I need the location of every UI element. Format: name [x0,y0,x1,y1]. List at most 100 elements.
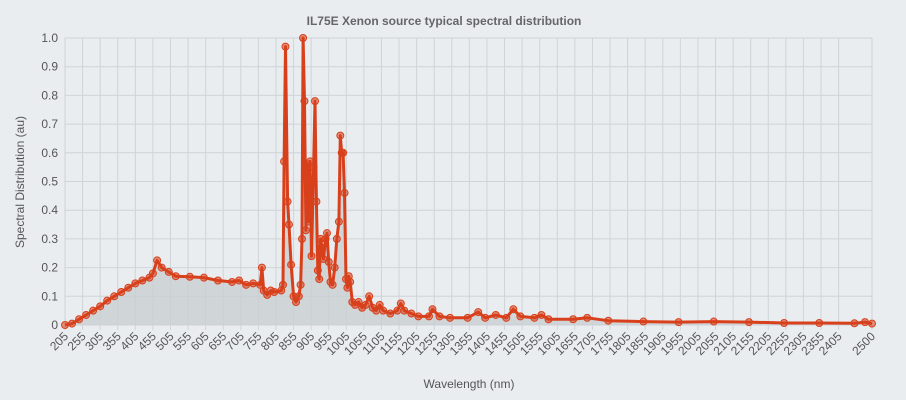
point [393,306,402,315]
y-tick-label: 0.5 [41,175,58,189]
point [89,306,98,315]
point [301,226,310,235]
chart-title: IL75E Xenon source typical spectral dist… [307,14,582,28]
y-tick-label: 0.6 [41,146,58,160]
plot [61,34,876,329]
point [300,97,309,106]
point [407,309,416,318]
point [171,272,180,281]
point [569,315,578,324]
point [281,42,290,51]
point [375,300,384,309]
point [110,292,119,301]
y-tick-label: 0 [51,318,58,332]
point [334,217,343,226]
point [328,280,337,289]
grid [64,37,873,330]
point [815,318,824,327]
point [228,277,237,286]
point [365,292,374,301]
point [604,316,613,325]
point [481,313,490,322]
point [336,131,345,140]
point [322,229,331,238]
point [639,317,648,326]
point [744,318,753,327]
point [306,157,315,166]
point [287,260,296,269]
point [414,312,423,321]
y-axis-label: Spectral Distribution (au) [13,116,27,248]
point [396,299,405,308]
point [103,296,112,305]
point [315,275,324,284]
point [312,197,321,206]
point [280,157,289,166]
point [311,97,320,106]
y-tick-label: 0.2 [41,261,58,275]
point [279,280,288,289]
point [354,298,363,307]
area [65,38,872,325]
point [256,280,265,289]
point [583,313,592,322]
point [428,305,437,314]
point [307,252,316,261]
point [313,266,322,275]
point [164,267,173,276]
point [424,312,433,321]
point [257,263,266,272]
point [270,287,279,296]
y-tick-label: 0.7 [41,117,58,131]
x-tick-label: 2500 [849,329,878,358]
point [82,310,91,319]
point [361,300,370,309]
point [386,309,395,318]
point [283,197,292,206]
point [298,234,307,243]
point [463,313,472,322]
point [131,279,140,288]
point [850,319,859,328]
point [68,319,77,328]
point [213,276,222,285]
y-tick-label: 0.8 [41,88,58,102]
y-tick-label: 0.3 [41,232,58,246]
point [491,310,500,319]
point [153,256,162,265]
point [249,279,258,288]
point [435,312,444,321]
point [117,287,126,296]
point [516,312,525,321]
point [296,280,305,289]
point [400,306,409,315]
point [509,305,518,314]
point [138,276,147,285]
point [860,318,869,327]
point [537,310,546,319]
point [124,283,133,292]
point [235,276,244,285]
point [544,315,553,324]
point [332,234,341,243]
point [446,313,455,322]
y-tick-label: 1.0 [41,31,58,45]
point [339,148,348,157]
point [340,188,349,197]
point [379,306,388,315]
point [309,163,318,172]
point [330,263,339,272]
y-tick-label: 0.1 [41,289,58,303]
point [294,292,303,301]
point [709,317,718,326]
point [199,273,208,282]
point [61,321,69,329]
point [530,313,539,322]
point [284,220,293,229]
x-axis-label: Wavelength (nm) [424,377,515,391]
y-tick-label: 0.4 [41,203,58,217]
point [674,318,683,327]
point [148,269,157,278]
